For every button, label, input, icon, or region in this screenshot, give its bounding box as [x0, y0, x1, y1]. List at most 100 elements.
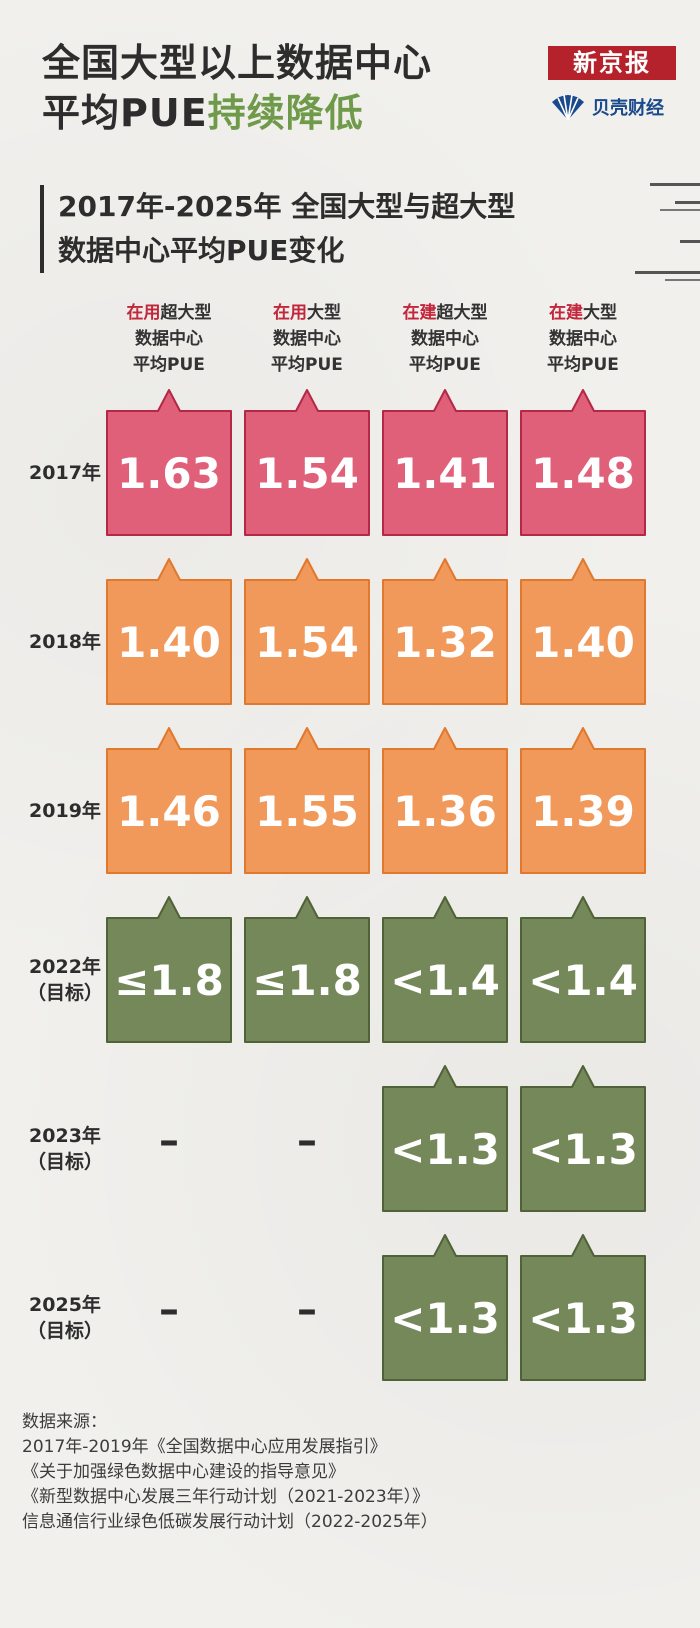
pue-value-text: 1.54 — [255, 448, 359, 498]
column-status-label: 在建 — [549, 303, 583, 323]
column-header-3: 在建超大型数据中心平均PUE — [382, 300, 508, 378]
pue-value-text: 1.40 — [531, 617, 635, 667]
pue-value-text: <1.4 — [528, 955, 638, 1005]
cell-box-shape — [520, 389, 646, 536]
source-line-2: 《关于加强绿色数据中心建设的指导意见》 — [22, 1462, 345, 1482]
pue-value-cell: 1.54 — [244, 558, 370, 705]
pue-value-text: ≤1.8 — [252, 955, 362, 1005]
row-label-2022年: 2022年 （目标） — [20, 954, 110, 1006]
chart-title-line-1: 2017年-2025年 全国大型与超大型 — [40, 185, 515, 229]
cell-box-shape — [520, 1234, 646, 1381]
cell-box-shape — [382, 727, 508, 874]
pue-value-text: 1.63 — [117, 448, 221, 498]
cell-box-shape — [106, 558, 232, 705]
cell-box-shape — [244, 558, 370, 705]
row-year: 2025年 — [29, 1294, 101, 1316]
column-status-label: 在建 — [402, 303, 437, 323]
row-year: 2018年 — [29, 631, 101, 653]
cell-box-shape — [244, 389, 370, 536]
cell-empty-dash: – — [159, 1118, 179, 1164]
source-line-3: 《新型数据中心发展三年行动计划（2021-2023年）》 — [22, 1487, 430, 1507]
row-year: 2019年 — [29, 800, 101, 822]
column-header-1: 在用超大型数据中心平均PUE — [106, 300, 232, 378]
row-label-2025年: 2025年 （目标） — [20, 1292, 110, 1344]
column-header-line-1: 在用大型 — [244, 300, 370, 326]
column-header-line-3: 平均PUE — [547, 355, 619, 375]
pue-value-text: 1.32 — [393, 617, 497, 667]
brand-logo-beike: 贝壳财经 — [548, 92, 664, 122]
pue-value-cell: 1.54 — [244, 389, 370, 536]
page-title: 全国大型以上数据中心 平均PUE持续降低 — [42, 38, 432, 138]
row-year: 2022年 — [29, 956, 101, 978]
pue-value-cell: ≤1.8 — [244, 896, 370, 1043]
column-header-2: 在用大型数据中心平均PUE — [244, 300, 370, 378]
pue-value-cell: <1.4 — [382, 896, 508, 1043]
pue-value-text: 1.48 — [531, 448, 635, 498]
cell-box-shape — [382, 1065, 508, 1212]
pue-value-cell: 1.40 — [520, 558, 646, 705]
row-note: （目标） — [26, 982, 103, 1004]
title-line-1: 全国大型以上数据中心 — [42, 41, 433, 85]
pue-value-cell: 1.41 — [382, 389, 508, 536]
column-header-line-1: 在建超大型 — [382, 300, 508, 326]
source-notes: 数据来源： 2017年-2019年《全国数据中心应用发展指引》 《关于加强绿色数… — [22, 1410, 438, 1535]
pue-value-cell: 1.63 — [106, 389, 232, 536]
title-line-2-plain: 平均PUE — [42, 91, 208, 135]
source-heading: 数据来源： — [22, 1412, 107, 1432]
source-line-4: 信息通信行业绿色低碳发展行动计划（2022-2025年） — [22, 1512, 438, 1532]
column-header-line-3: 平均PUE — [271, 355, 343, 375]
cell-box-shape — [106, 896, 232, 1043]
row-label-2018年: 2018年 — [20, 629, 110, 655]
row-year: 2023年 — [29, 1125, 101, 1147]
brand-secondary-label: 贝壳财经 — [592, 98, 664, 119]
cell-box-shape — [382, 1234, 508, 1381]
pue-value-cell: 1.48 — [520, 389, 646, 536]
decorative-lines — [635, 183, 700, 281]
pue-value-text: <1.3 — [390, 1293, 500, 1343]
brand-logo-xinjingbao: 新京报 — [548, 46, 676, 80]
title-line-2: 平均PUE持续降低 — [42, 88, 432, 138]
chart-title: 2017年-2025年 全国大型与超大型 数据中心平均PUE变化 — [40, 185, 515, 273]
pue-value-cell: 1.46 — [106, 727, 232, 874]
shell-icon — [552, 94, 584, 121]
pue-value-text: 1.46 — [117, 786, 221, 836]
pue-value-cell: <1.3 — [382, 1234, 508, 1381]
cell-box-shape — [244, 896, 370, 1043]
pue-value-cell: 1.32 — [382, 558, 508, 705]
cell-box-shape — [382, 558, 508, 705]
column-size-label: 大型 — [583, 303, 617, 323]
pue-value-cell: <1.3 — [382, 1065, 508, 1212]
pue-value-text: 1.55 — [255, 786, 359, 836]
pue-value-text: 1.36 — [393, 786, 497, 836]
cell-box-shape — [382, 389, 508, 536]
pue-value-cell: <1.3 — [520, 1065, 646, 1212]
column-size-label: 大型 — [307, 303, 341, 323]
source-line-1: 2017年-2019年《全国数据中心应用发展指引》 — [22, 1437, 387, 1457]
pue-value-cell: 1.40 — [106, 558, 232, 705]
column-header-line-2: 数据中心 — [549, 329, 617, 349]
title-highlight: 持续降低 — [207, 91, 364, 135]
column-header-line-2: 数据中心 — [411, 329, 479, 349]
row-note: （目标） — [26, 1320, 103, 1342]
column-header-line-3: 平均PUE — [133, 355, 205, 375]
pue-value-text: 1.39 — [531, 786, 635, 836]
cell-box-shape — [382, 896, 508, 1043]
pue-value-text: 1.54 — [255, 617, 359, 667]
column-header-line-1: 在用超大型 — [106, 300, 232, 326]
pue-value-text: 1.40 — [117, 617, 221, 667]
column-header-line-3: 平均PUE — [409, 355, 481, 375]
column-header-line-2: 数据中心 — [273, 329, 341, 349]
pue-value-text: <1.3 — [390, 1124, 500, 1174]
column-header-line-2: 数据中心 — [135, 329, 203, 349]
cell-box-shape — [520, 558, 646, 705]
pue-value-text: ≤1.8 — [114, 955, 224, 1005]
column-header-line-1: 在建大型 — [520, 300, 646, 326]
pue-value-cell: <1.4 — [520, 896, 646, 1043]
chart-title-line-2: 数据中心平均PUE变化 — [40, 229, 515, 273]
row-label-2017年: 2017年 — [20, 460, 110, 486]
pue-value-cell: <1.3 — [520, 1234, 646, 1381]
pue-value-text: 1.41 — [393, 448, 497, 498]
pue-value-text: <1.3 — [528, 1293, 638, 1343]
cell-empty-dash: – — [159, 1287, 179, 1333]
row-note: （目标） — [26, 1151, 103, 1173]
